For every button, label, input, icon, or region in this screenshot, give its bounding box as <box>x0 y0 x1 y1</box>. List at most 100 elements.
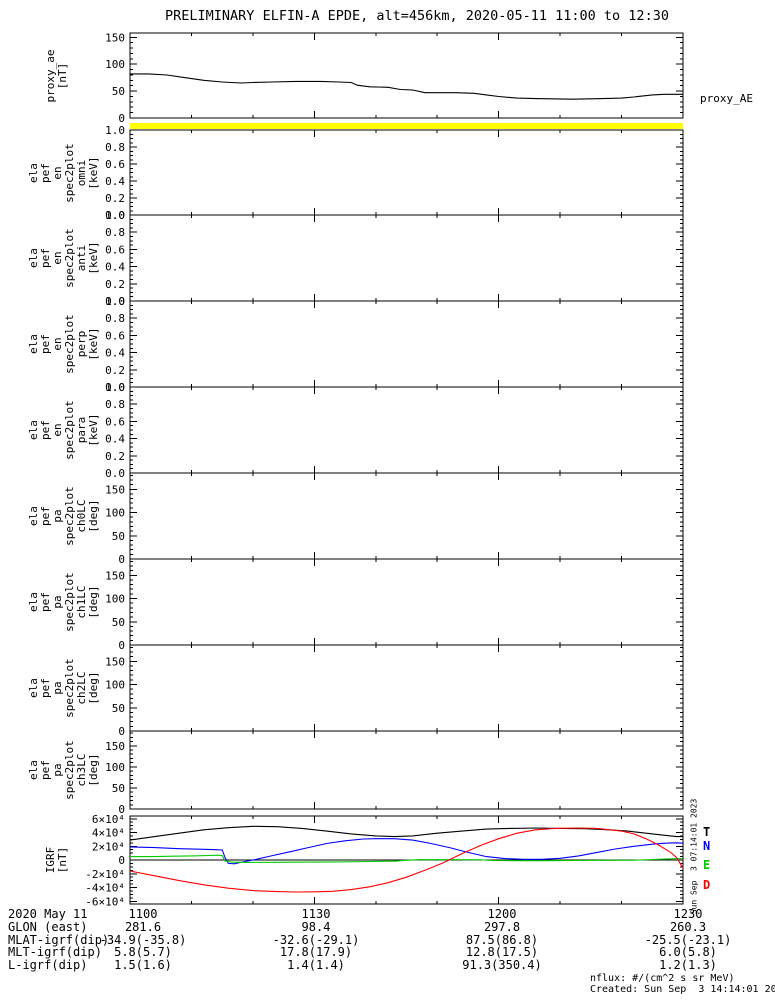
ytick-label: 4×10⁴ <box>92 827 125 840</box>
xtick-label-1130: 1130 <box>301 907 331 921</box>
units-note: nflux: #/(cm^2 s sr MeV) <box>590 973 735 984</box>
ytick-label: 0.0 <box>105 381 125 394</box>
footer-row-label-mlt: MLT-igrf(dip) <box>8 945 102 959</box>
footer-date-label: 2020 May 11 <box>8 907 88 921</box>
ytick-label: 0.2 <box>105 364 125 377</box>
panel-en_omni: 0.0 0.2 0.4 0.6 0.8 1.0 <box>105 123 684 222</box>
footer-row-label-l: L-igrf(dip) <box>8 958 88 972</box>
panel-en_perp: 0.0 0.2 0.4 0.6 0.8 1.0 <box>105 295 684 394</box>
ytick-label: 0.8 <box>105 398 125 411</box>
plot-timestamp-side: Sun Sep 3 07:14:01 2023 <box>689 798 699 915</box>
ytick-label: 0.2 <box>105 192 125 205</box>
xtick-label-1230: 1230 <box>673 907 703 921</box>
ytick-label: 100 <box>105 58 125 71</box>
igrf-legend-D: D <box>703 878 711 892</box>
ytick-label: 0.8 <box>105 312 125 325</box>
ytick-label: 0.6 <box>105 158 125 171</box>
ytick-label: 1.0 <box>105 124 125 137</box>
footer-cell: 1.2(1.3) <box>659 958 717 972</box>
ytick-label: 100 <box>105 679 125 692</box>
panel-pa_ch1lc: 0 50 100 150 <box>105 558 684 652</box>
footer-row-label-mlat: MLAT-igrf(dip) <box>8 933 110 947</box>
ytick-label: 0.8 <box>105 226 125 239</box>
ytick-label: 6×10⁴ <box>92 813 125 826</box>
panel-en_anti: 0.0 0.2 0.4 0.6 0.8 1.0 <box>105 209 684 308</box>
xtick-label-1200: 1200 <box>487 907 517 921</box>
ytick-label: 1.0 <box>105 209 125 222</box>
spectrogram-band <box>130 123 683 129</box>
ytick-label: 0.4 <box>105 175 125 188</box>
footer-cell: 87.5(86.8) <box>465 933 539 947</box>
panel-pa_ch0lc: 0 50 100 150 <box>105 472 684 566</box>
series-E <box>130 854 684 863</box>
series-proxy_AE <box>130 73 683 100</box>
ytick-label: 50 <box>112 85 125 98</box>
ytick-label: 0.0 <box>105 295 125 308</box>
footer-cell: 260.3 <box>669 920 707 934</box>
footer-cell: -34.9(-35.8) <box>99 933 187 947</box>
ytick-label: 2×10⁴ <box>92 840 125 853</box>
ytick-label: -2×10⁴ <box>85 868 125 881</box>
ytick-label: 0.0 <box>105 467 125 480</box>
ylabel-igrf: IGRF [nT] <box>44 846 69 874</box>
footer-row-label-glon: GLON (east) <box>8 920 88 934</box>
ytick-label: 0 <box>118 725 125 738</box>
ytick-label: 0 <box>118 803 125 816</box>
proxy-ae-line-label: proxy_AE <box>700 92 753 105</box>
ytick-label: 100 <box>105 593 125 606</box>
ytick-label: 0 <box>118 854 125 867</box>
footer-cell: 281.6 <box>124 920 162 934</box>
ytick-label: 0.4 <box>105 261 125 274</box>
ytick-label: 150 <box>105 655 125 668</box>
ytick-label: 50 <box>112 530 125 543</box>
ytick-label: 0 <box>118 553 125 566</box>
footer-cell: 91.3(350.4) <box>462 958 542 972</box>
created-note: Created: Sun Sep 3 14:14:01 2023 <box>590 984 775 995</box>
panel-proxy_ae: 0 50 100 150 <box>105 31 684 125</box>
footer-cell: 1.5(1.6) <box>114 958 172 972</box>
ytick-label: -4×10⁴ <box>85 882 125 895</box>
footer-cell: 17.8(17.9) <box>279 945 353 959</box>
ytick-label: 0.6 <box>105 329 125 342</box>
ytick-label: 1.0 <box>105 381 125 394</box>
ytick-label: 50 <box>112 702 125 715</box>
footer-cell: -32.6(-29.1) <box>272 933 360 947</box>
ytick-label: 0 <box>118 112 125 125</box>
igrf-legend-N: N <box>703 839 711 853</box>
ytick-label: 0.4 <box>105 347 125 360</box>
footer-cell: -25.5(-23.1) <box>644 933 732 947</box>
ytick-label: 50 <box>112 616 125 629</box>
footer-cell: 6.0(5.8) <box>659 945 717 959</box>
ytick-label: 0.2 <box>105 450 125 463</box>
series-D <box>129 827 684 893</box>
ytick-label: 0.0 <box>105 209 125 222</box>
footer-cell: 1.4(1.4) <box>287 958 345 972</box>
ytick-label: 0.6 <box>105 243 125 256</box>
ytick-label: -6×10⁴ <box>85 895 125 908</box>
plot-title: PRELIMINARY ELFIN-A EPDE, alt=456km, 202… <box>165 8 669 24</box>
ytick-label: 150 <box>105 740 125 753</box>
ytick-label: 50 <box>112 782 125 795</box>
panel-pa_ch3lc: 0 50 100 150 <box>105 730 684 816</box>
ytick-label: 150 <box>105 31 125 44</box>
series-T <box>129 825 683 841</box>
footer-cell: 297.8 <box>483 920 521 934</box>
ytick-label: 150 <box>105 483 125 496</box>
igrf-legend-T: T <box>703 825 711 839</box>
panel-pa_ch2lc: 0 50 100 150 <box>105 644 684 738</box>
footer-cell: 5.8(5.7) <box>114 945 172 959</box>
footer-cell: 98.4 <box>301 920 331 934</box>
ytick-label: 100 <box>105 761 125 774</box>
ytick-label: 0.6 <box>105 415 125 428</box>
series-N <box>129 838 684 865</box>
ytick-label: 0.4 <box>105 433 125 446</box>
ytick-label: 100 <box>105 507 125 520</box>
xtick-label-1100: 1100 <box>128 907 158 921</box>
footer-cell: 12.8(17.5) <box>465 945 539 959</box>
ytick-label: 150 <box>105 569 125 582</box>
ytick-label: 0.8 <box>105 141 125 154</box>
ytick-label: 0.2 <box>105 278 125 291</box>
